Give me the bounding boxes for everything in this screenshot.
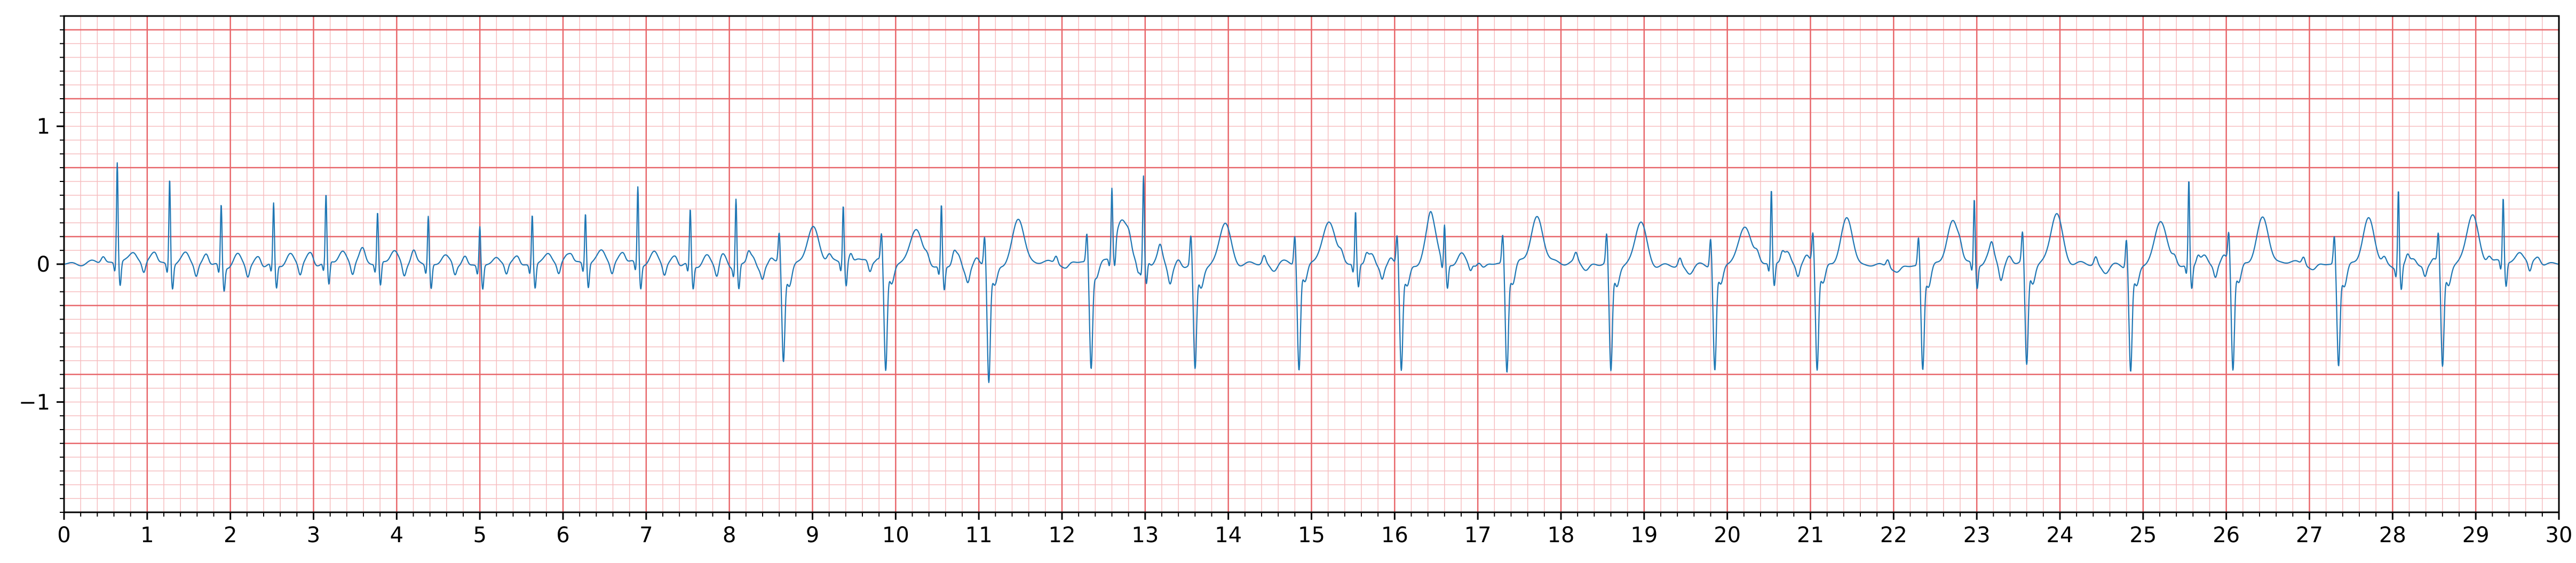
y-tick-labels: 1 0 −1	[19, 115, 50, 415]
major-grid	[63, 16, 2560, 513]
x-tick-label: 7	[639, 523, 653, 548]
x-tick-label: 17	[1464, 523, 1492, 548]
x-tick-label: 13	[1131, 523, 1159, 548]
x-tick-label: 8	[723, 523, 736, 548]
x-tick-label: 11	[965, 523, 993, 548]
x-tick-label: 28	[2379, 523, 2406, 548]
x-tick-label: 4	[390, 523, 403, 548]
ecg-series-line	[64, 162, 2559, 383]
x-tick-label: 20	[1714, 523, 1741, 548]
x-tick-label: 10	[882, 523, 909, 548]
x-tick-label: 3	[307, 523, 320, 548]
x-tick-label: 24	[2047, 523, 2074, 548]
x-tick-label: 27	[2296, 523, 2323, 548]
x-tick-label: 2	[224, 523, 237, 548]
x-tick-label: 21	[1797, 523, 1824, 548]
axis-ticks	[57, 15, 2560, 520]
x-tick-label: 29	[2462, 523, 2490, 548]
x-tick-label: 19	[1630, 523, 1658, 548]
x-tick-label: 5	[473, 523, 486, 548]
y-tick-label: 1	[37, 115, 50, 139]
x-tick-label: 6	[556, 523, 569, 548]
x-tick-label: 12	[1049, 523, 1076, 548]
x-tick-labels: 0 1 2 3 4 5 6 7 8 9 10 11 12 13 14 15 16 17 18 19 20 21 22 23 24…	[57, 523, 2572, 548]
ecg-trace-layer	[64, 162, 2559, 383]
x-tick-label: 23	[1963, 523, 1991, 548]
x-tick-label: 25	[2129, 523, 2157, 548]
x-tick-label: 22	[1880, 523, 1907, 548]
x-tick-label: 26	[2213, 523, 2240, 548]
x-tick-label: 15	[1298, 523, 1325, 548]
x-tick-label: 0	[57, 523, 70, 548]
y-tick-label: 0	[37, 252, 50, 277]
x-tick-label: 9	[806, 523, 819, 548]
x-tick-label: 16	[1381, 523, 1408, 548]
y-tick-label: −1	[19, 390, 50, 415]
x-tick-label: 14	[1215, 523, 1242, 548]
x-tick-label: 18	[1548, 523, 1575, 548]
x-tick-label: 1	[140, 523, 154, 548]
x-tick-label: 30	[2546, 523, 2573, 548]
